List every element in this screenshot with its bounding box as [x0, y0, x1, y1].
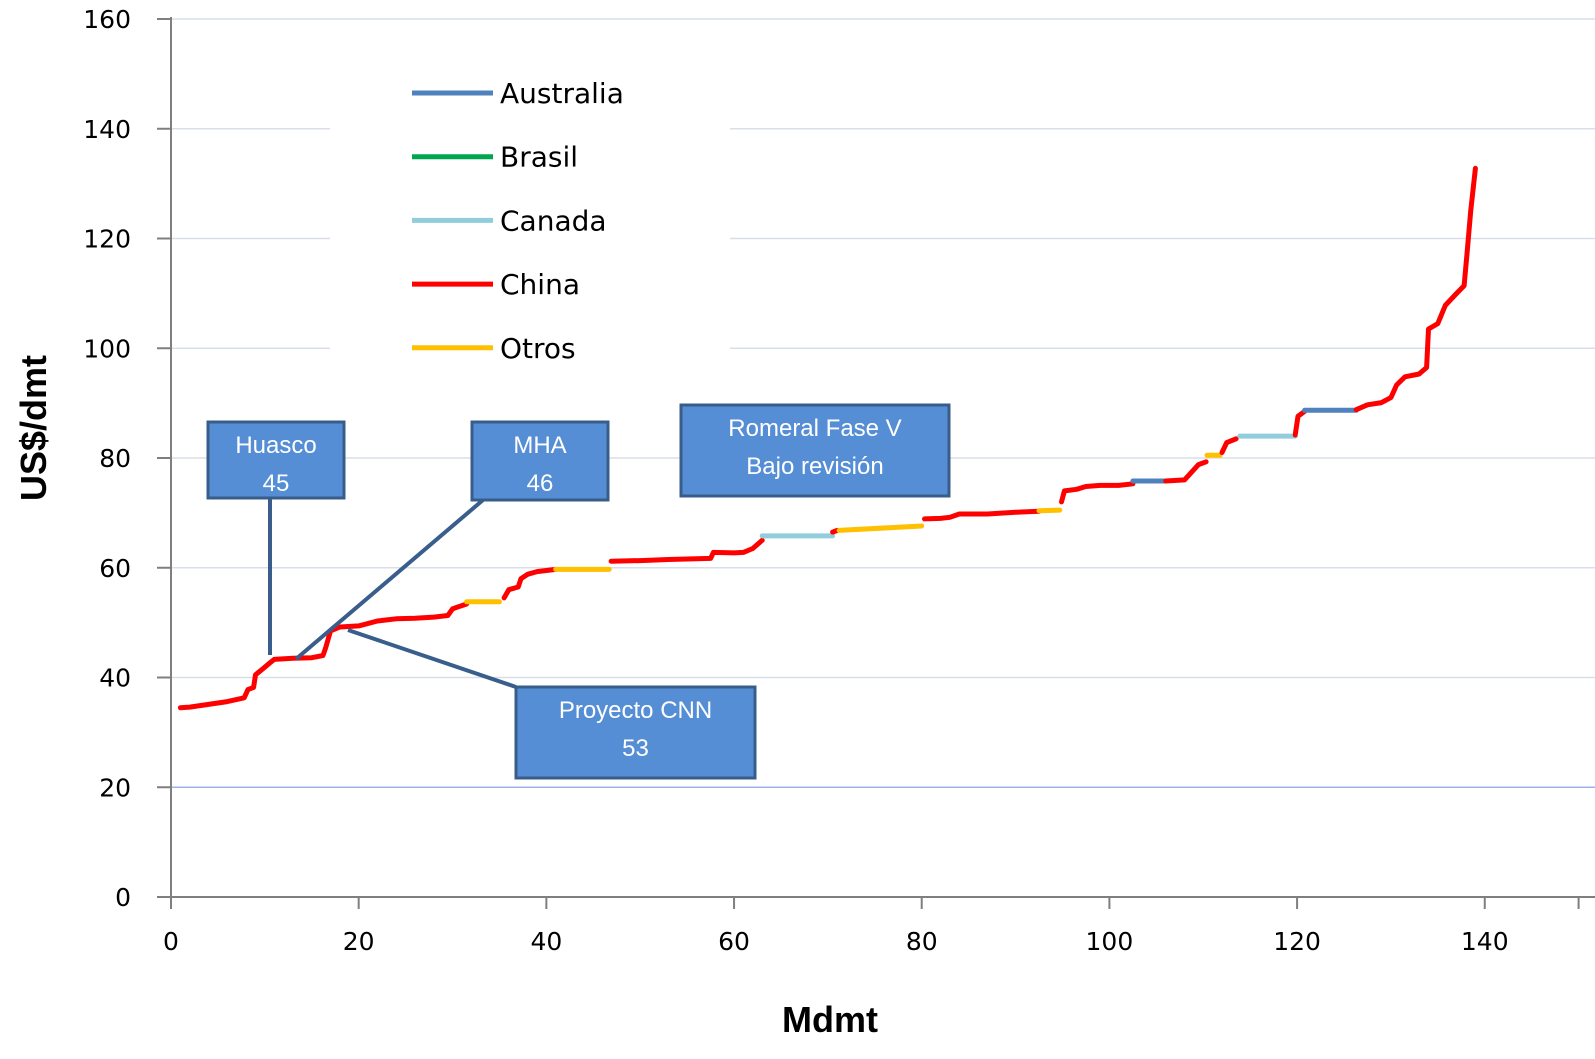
y-tick-label-20: 20 [99, 773, 131, 802]
segment-china-2 [501, 566, 559, 601]
data-series [177, 165, 1478, 711]
callout-leader-1 [294, 498, 485, 661]
x-tick-label-120: 120 [1273, 927, 1321, 956]
y-tick-labels: 0 20 40 60 80 100 120 140 160 [83, 5, 171, 912]
legend-label-otros: Otros [500, 332, 576, 365]
callout-text-0-1: 45 [263, 470, 290, 497]
x-tick-label-80: 80 [906, 927, 938, 956]
x-tick-label-0: 0 [163, 927, 179, 956]
callout-box-2 [679, 403, 951, 498]
callout-box-0 [206, 420, 346, 500]
y-axis-title: US$/dmt [13, 355, 54, 501]
callout-text-2-1: Bajo revisión [746, 453, 883, 480]
callout-text-3-1: 53 [622, 735, 649, 762]
x-tick-labels: 0 20 40 60 80 100 120 140 [163, 897, 1580, 956]
callout-leader-3 [347, 628, 517, 689]
legend-label-brasil: Brasil [500, 141, 578, 174]
y-tick-label-60: 60 [99, 554, 131, 583]
x-tick-label-20: 20 [343, 927, 375, 956]
segment-china-14 [1219, 436, 1239, 455]
segment-china-8 [922, 508, 1042, 522]
y-tick-label-100: 100 [83, 334, 131, 363]
callout-text-2-0: Romeral Fase V [728, 415, 901, 442]
legend: Australia Brasil Canada China Otros [330, 66, 730, 376]
x-axis-title: Mdmt [782, 999, 878, 1040]
segment-china-12 [1163, 459, 1209, 484]
x-tick-label-40: 40 [530, 927, 562, 956]
callout-box-1 [470, 420, 610, 502]
y-tick-label-120: 120 [83, 225, 131, 254]
callout-box-3 [514, 685, 757, 780]
legend-box [330, 66, 730, 376]
x-tick-label-140: 140 [1461, 927, 1509, 956]
callout-text-1-1: 46 [527, 470, 554, 497]
segment-china-6 [830, 527, 840, 535]
callout-text-0-0: Huasco [235, 432, 316, 459]
segment-china-10 [1059, 481, 1136, 505]
segment-otros-7 [836, 523, 925, 533]
legend-label-canada: Canada [500, 204, 607, 237]
y-tick-label-80: 80 [99, 444, 131, 473]
segment-china-0 [177, 601, 470, 711]
y-tick-label-140: 140 [83, 115, 131, 144]
segment-china-18 [1353, 165, 1478, 413]
y-tick-label-40: 40 [99, 664, 131, 693]
callouts: Huasco 45 MHA 46 Romeral Fase V Bajo revisión… [206, 403, 951, 780]
y-tick-label-0: 0 [115, 883, 131, 912]
legend-label-china: China [500, 268, 580, 301]
x-tick-label-60: 60 [718, 927, 750, 956]
callout-text-1-0: MHA [513, 432, 566, 459]
legend-label-australia: Australia [500, 77, 624, 110]
segment-china-4 [608, 537, 765, 564]
y-tick-label-160: 160 [83, 5, 131, 34]
callout-text-3-0: Proyecto CNN [559, 697, 712, 724]
segment-otros-9 [1036, 507, 1063, 514]
segment-china-16 [1292, 408, 1308, 438]
x-tick-label-100: 100 [1086, 927, 1134, 956]
